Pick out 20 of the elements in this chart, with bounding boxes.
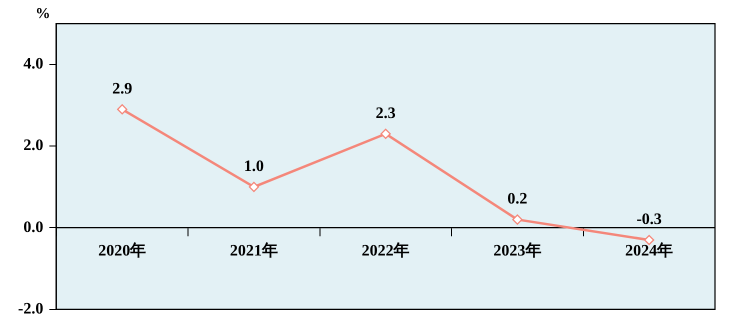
point <box>644 234 654 246</box>
x-tick-label: 2021年 <box>230 241 278 260</box>
point <box>512 214 523 225</box>
y-axis-title: % <box>35 6 50 22</box>
y-tick-label: 4.0 <box>23 56 44 73</box>
x-tick-label: 2022年 <box>362 241 410 260</box>
data-label: 2.3 <box>376 104 396 122</box>
data-label: -0.3 <box>636 211 662 228</box>
data-label: 2.9 <box>112 80 132 98</box>
x-tick-label: 2020年 <box>98 241 146 260</box>
x-tick-label: 2024年 <box>625 241 674 260</box>
data-label: 0.2 <box>507 190 528 208</box>
point <box>248 182 260 192</box>
y-tick-label: -2.0 <box>18 300 44 318</box>
data-label: 1.0 <box>244 158 264 176</box>
x-tick-label: 2023年 <box>493 241 542 260</box>
point <box>117 104 128 114</box>
point <box>380 128 391 139</box>
y-tick-label: 2.0 <box>23 137 44 154</box>
y-tick-label: 0.0 <box>23 218 44 236</box>
